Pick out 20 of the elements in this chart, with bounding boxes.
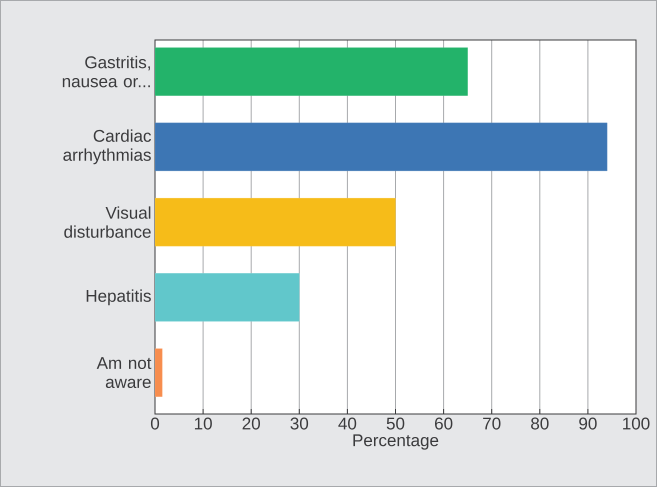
x-tick-label: 20: [242, 418, 260, 430]
x-tick-label: 0: [150, 418, 160, 430]
x-axis-title: Percentage: [353, 434, 438, 450]
x-tick-label: 80: [531, 418, 549, 430]
y-tick-label: Cardiac arrhythmias: [63, 129, 151, 164]
x-tick-label: 60: [435, 418, 452, 430]
x-tick-label: 100: [623, 418, 650, 430]
y-tick-label: Hepatitis: [86, 289, 151, 306]
x-tick-label: 90: [579, 418, 597, 430]
bar: [155, 198, 396, 246]
x-tick-label: 50: [386, 418, 404, 430]
x-tick-label: 70: [483, 418, 500, 430]
bar: [155, 348, 162, 397]
y-tick-label: Visual disturbance: [64, 206, 151, 238]
x-tick-label: 40: [338, 418, 356, 430]
y-tick-label: Am not aware: [96, 357, 152, 388]
y-tick-label: Gastritis, nausea or...: [62, 56, 150, 88]
x-tick-label: 10: [194, 418, 212, 430]
bar: [155, 273, 300, 322]
x-tick-label: 30: [290, 418, 308, 430]
